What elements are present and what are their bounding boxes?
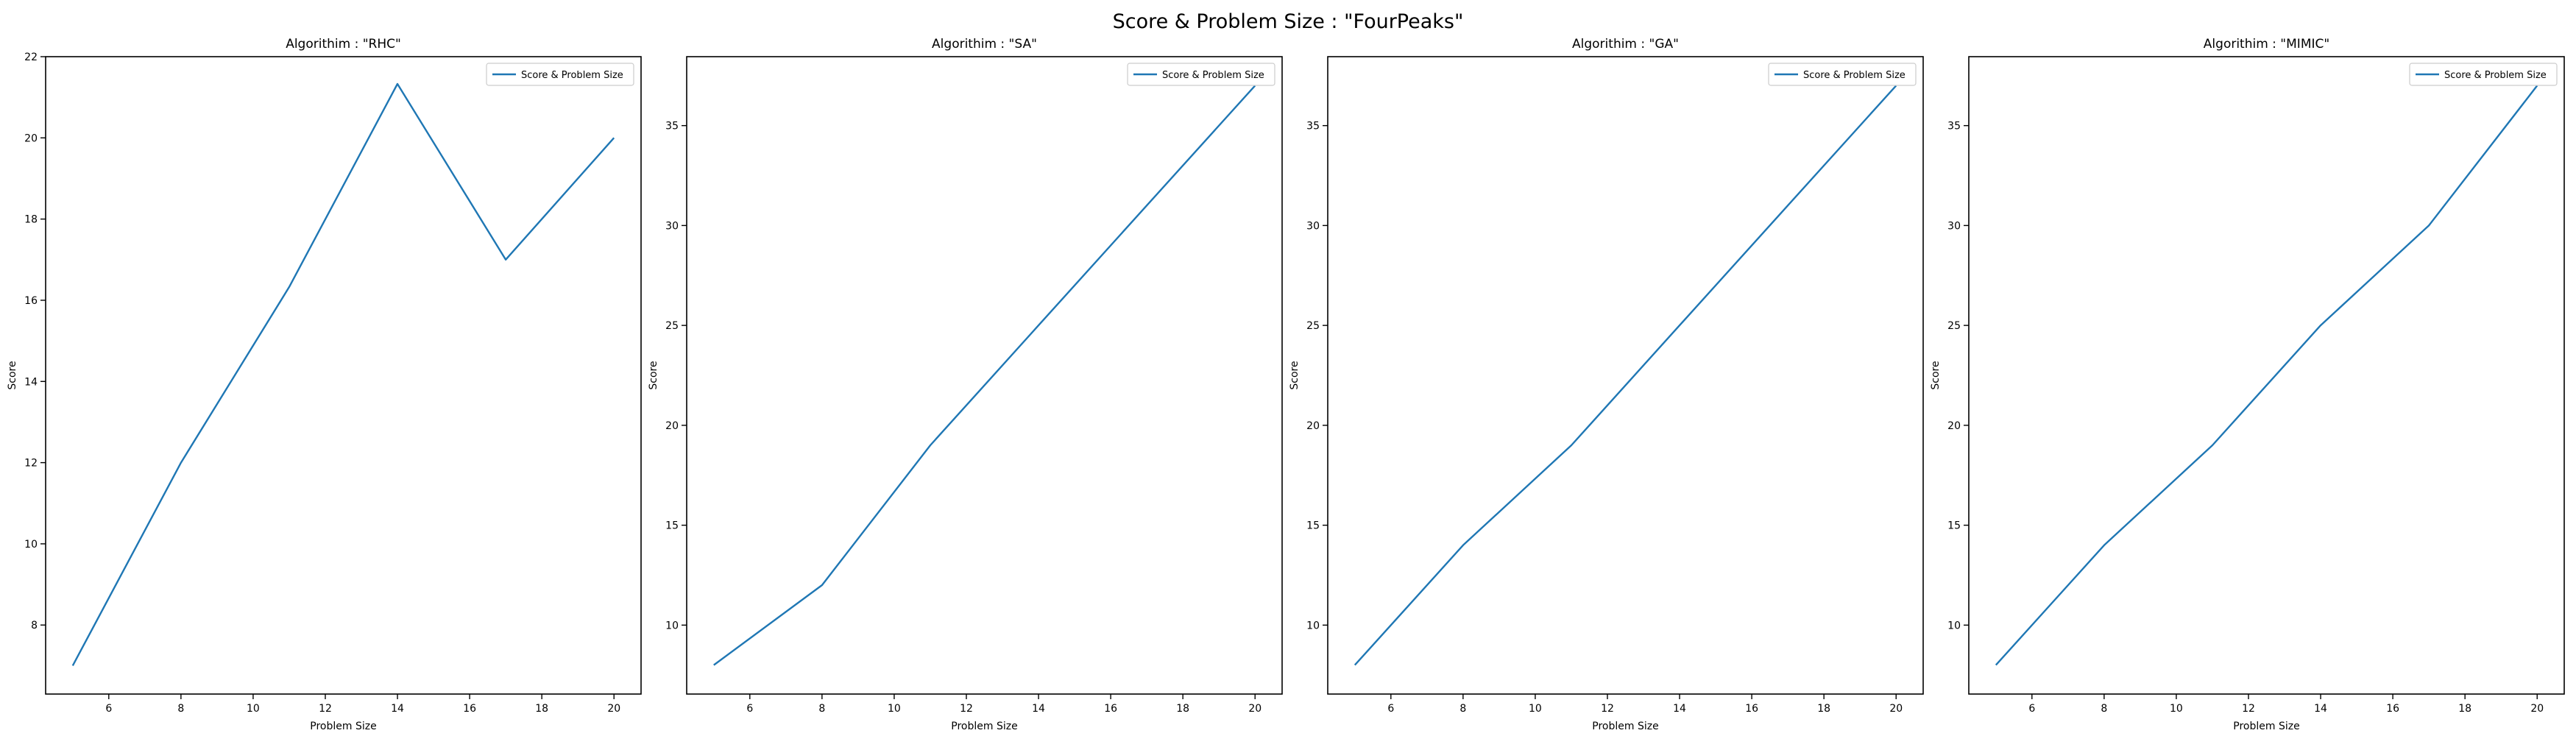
legend-label: Score & Problem Size xyxy=(521,70,623,81)
x-tick-label: 16 xyxy=(1745,703,1758,715)
y-axis-label: Score xyxy=(7,361,18,389)
y-tick-label: 30 xyxy=(1306,220,1320,232)
x-tick-label: 12 xyxy=(960,703,973,715)
x-tick-label: 18 xyxy=(1817,703,1830,715)
legend: Score & Problem Size xyxy=(486,63,634,86)
x-tick-label: 8 xyxy=(2101,703,2107,715)
legend: Score & Problem Size xyxy=(1127,63,1275,86)
x-tick-label: 20 xyxy=(607,703,620,715)
y-tick-label: 30 xyxy=(665,220,679,232)
y-tick-label: 20 xyxy=(1306,420,1320,432)
legend-label: Score & Problem Size xyxy=(2444,70,2547,81)
y-tick-label: 15 xyxy=(1306,520,1320,532)
x-tick-label: 6 xyxy=(746,703,753,715)
chart-title: Algorithim : "RHC" xyxy=(286,37,401,52)
y-tick-label: 30 xyxy=(1947,220,1961,232)
series-line xyxy=(1995,85,2538,666)
x-tick-label: 10 xyxy=(247,703,260,715)
y-tick-label: 35 xyxy=(1306,121,1320,132)
y-tick-label: 15 xyxy=(1947,520,1961,532)
x-tick-label: 12 xyxy=(2242,703,2255,715)
x-tick-label: 8 xyxy=(818,703,825,715)
x-tick-label: 10 xyxy=(2170,703,2183,715)
legend: Score & Problem Size xyxy=(2409,63,2558,86)
x-tick-label: 16 xyxy=(2386,703,2399,715)
chart-title: Algorithim : "MIMIC" xyxy=(2204,37,2329,52)
series-line xyxy=(71,82,615,666)
y-tick-label: 10 xyxy=(665,620,679,631)
series-line xyxy=(1354,85,1897,666)
y-axis-label: Score xyxy=(1930,361,1942,389)
legend-label: Score & Problem Size xyxy=(1162,70,1264,81)
x-tick-label: 12 xyxy=(1601,703,1614,715)
x-tick-label: 14 xyxy=(1673,703,1686,715)
x-tick-label: 18 xyxy=(2458,703,2471,715)
chart-title: Algorithim : "GA" xyxy=(1572,37,1679,52)
y-tick-label: 10 xyxy=(1947,620,1961,631)
y-tick-label: 14 xyxy=(24,376,38,388)
y-axis-label: Score xyxy=(648,361,659,389)
y-axis-label: Score xyxy=(1289,361,1301,389)
axes-frame xyxy=(1968,56,2565,695)
x-tick-label: 10 xyxy=(888,703,901,715)
series-line xyxy=(713,85,1256,666)
y-tick-label: 20 xyxy=(24,132,38,144)
legend-box xyxy=(486,63,634,86)
y-tick-label: 22 xyxy=(24,52,38,63)
x-tick-label: 12 xyxy=(319,703,332,715)
y-tick-label: 18 xyxy=(24,214,38,226)
legend-box xyxy=(1768,63,1917,86)
x-tick-label: 6 xyxy=(1387,703,1394,715)
x-tick-label: 18 xyxy=(535,703,548,715)
axes-frame xyxy=(45,56,642,695)
x-tick-label: 8 xyxy=(1459,703,1466,715)
x-tick-label: 20 xyxy=(1248,703,1262,715)
y-tick-label: 25 xyxy=(1306,320,1320,332)
figure-title: Score & Problem Size : "FourPeaks" xyxy=(1112,10,1464,33)
axes-frame xyxy=(686,56,1283,695)
x-axis-label: Problem Size xyxy=(2233,721,2299,732)
x-tick-label: 10 xyxy=(1529,703,1542,715)
y-tick-label: 20 xyxy=(665,420,679,432)
x-tick-label: 16 xyxy=(1104,703,1117,715)
x-axis-label: Problem Size xyxy=(1592,721,1658,732)
y-tick-label: 20 xyxy=(1947,420,1961,432)
legend: Score & Problem Size xyxy=(1768,63,1917,86)
x-tick-label: 14 xyxy=(1032,703,1045,715)
y-tick-label: 10 xyxy=(24,539,38,551)
x-tick-label: 6 xyxy=(2028,703,2035,715)
x-axis-label: Problem Size xyxy=(951,721,1017,732)
y-tick-label: 8 xyxy=(31,620,38,631)
x-tick-label: 20 xyxy=(2530,703,2544,715)
y-tick-label: 25 xyxy=(1947,320,1961,332)
chart-panel-1: Algorithim : "RHC" 6 8 10 12 14 16 18 20 8 10 12 14 1… xyxy=(7,37,642,732)
x-tick-label: 14 xyxy=(2314,703,2327,715)
chart-title: Algorithim : "SA" xyxy=(932,37,1037,52)
legend-box xyxy=(1127,63,1275,86)
y-tick-label: 16 xyxy=(24,295,38,307)
y-tick-label: 35 xyxy=(1947,121,1961,132)
chart-panel-2: Algorithim : "SA" 6 8 10 12 14 16 18 20 10 15 20 25 3… xyxy=(648,37,1283,732)
axes-frame xyxy=(1327,56,1924,695)
x-tick-label: 18 xyxy=(1176,703,1189,715)
y-tick-label: 15 xyxy=(665,520,679,532)
y-tick-label: 25 xyxy=(665,320,679,332)
y-tick-label: 12 xyxy=(24,458,38,470)
x-axis-label: Problem Size xyxy=(310,721,376,732)
y-tick-label: 10 xyxy=(1306,620,1320,631)
x-tick-label: 20 xyxy=(1889,703,1903,715)
x-tick-label: 8 xyxy=(177,703,184,715)
chart-panel-4: Algorithim : "MIMIC" 6 8 10 12 14 16 18 20 10 15 20… xyxy=(1930,37,2565,732)
y-tick-label: 35 xyxy=(665,121,679,132)
legend-box xyxy=(2409,63,2558,86)
x-tick-label: 14 xyxy=(391,703,404,715)
legend-label: Score & Problem Size xyxy=(1803,70,1906,81)
x-tick-label: 16 xyxy=(463,703,476,715)
chart-panel-3: Algorithim : "GA" 6 8 10 12 14 16 18 20 10 15 20 25 3… xyxy=(1289,37,1924,732)
x-tick-label: 6 xyxy=(105,703,112,715)
